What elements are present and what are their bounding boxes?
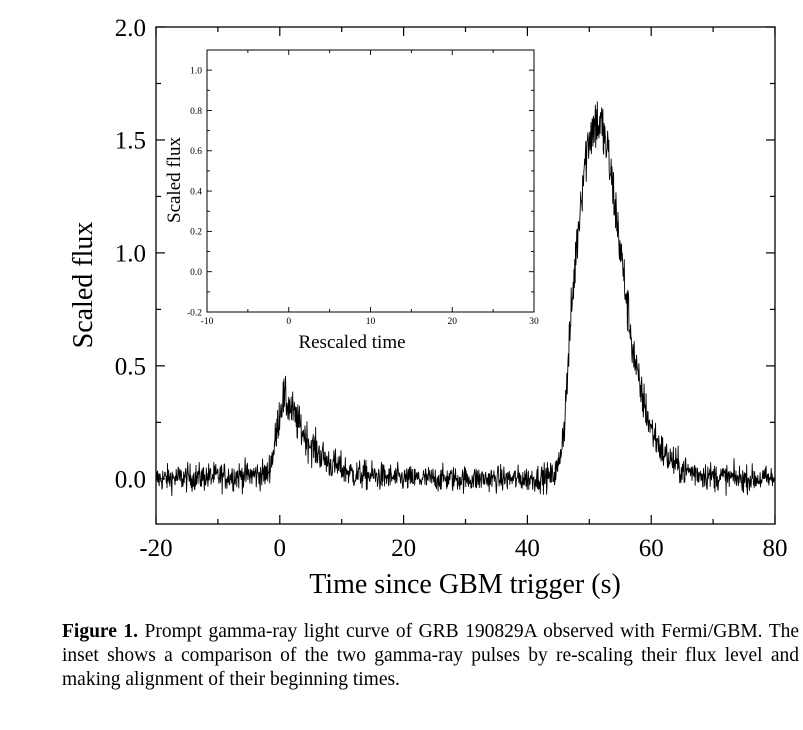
main-ticks xyxy=(155,26,776,524)
x-tick-label: 30 xyxy=(529,317,539,327)
inset-tick-labels: -10 0 10 20 30 -0.2 0.0 0.2 0.4 0.6 0.8 1.0 xyxy=(187,66,539,327)
x-tick-label: 20 xyxy=(448,317,458,327)
inset-x-axis-label: Rescaled time xyxy=(298,332,405,353)
y-tick-label: 0.8 xyxy=(190,107,202,117)
y-tick-label: 1.5 xyxy=(115,128,146,155)
inset-ticks xyxy=(206,49,535,313)
x-tick-label: 60 xyxy=(639,535,664,562)
main-x-axis-label: Time since GBM trigger (s) xyxy=(309,569,621,600)
caption-text: Prompt gamma-ray light curve of GRB 1908… xyxy=(62,621,800,690)
main-tick-labels: -20 0 20 40 60 80 0.0 0.5 1.0 1.5 2.0 xyxy=(115,15,788,562)
inset-y-axis-label: Scaled flux xyxy=(164,137,185,224)
x-tick-label: 20 xyxy=(391,535,416,562)
inset-background xyxy=(207,50,534,312)
x-tick-label: 0 xyxy=(274,535,287,562)
y-tick-label: 0.0 xyxy=(190,268,202,278)
x-tick-label: 0 xyxy=(286,317,291,327)
x-tick-label: 40 xyxy=(515,535,540,562)
x-tick-label: 10 xyxy=(366,317,376,327)
x-tick-label: -20 xyxy=(139,535,172,562)
caption-label: Figure 1. xyxy=(62,621,139,642)
main-chart: -20 0 20 40 60 80 0.0 0.5 1.0 1.5 2.0 Time since G… xyxy=(68,15,788,600)
figure-caption: Figure 1. Prompt gamma-ray light curve o… xyxy=(62,620,799,692)
y-tick-label: 0.2 xyxy=(190,228,202,238)
main-y-axis-label: Scaled flux xyxy=(68,222,99,349)
y-tick-label: -0.2 xyxy=(187,308,202,318)
y-tick-label: 0.5 xyxy=(115,354,146,381)
y-tick-label: 1.0 xyxy=(115,241,146,268)
light-curve-figure: -20 0 20 40 60 80 0.0 0.5 1.0 1.5 2.0 Time since G… xyxy=(68,15,788,600)
y-tick-label: 0.0 xyxy=(115,467,146,494)
light-curve-series xyxy=(155,101,776,497)
y-tick-label: 0.4 xyxy=(190,187,202,197)
x-tick-label: -10 xyxy=(201,317,214,327)
inset-chart: -10 0 10 20 30 -0.2 0.0 0.2 0.4 0.6 0.8 1.0 Rescale… xyxy=(164,49,539,353)
y-tick-label: 1.0 xyxy=(190,66,202,76)
y-tick-label: 0.6 xyxy=(190,147,202,157)
y-tick-label: 2.0 xyxy=(115,15,146,42)
x-tick-label: 80 xyxy=(763,535,788,562)
